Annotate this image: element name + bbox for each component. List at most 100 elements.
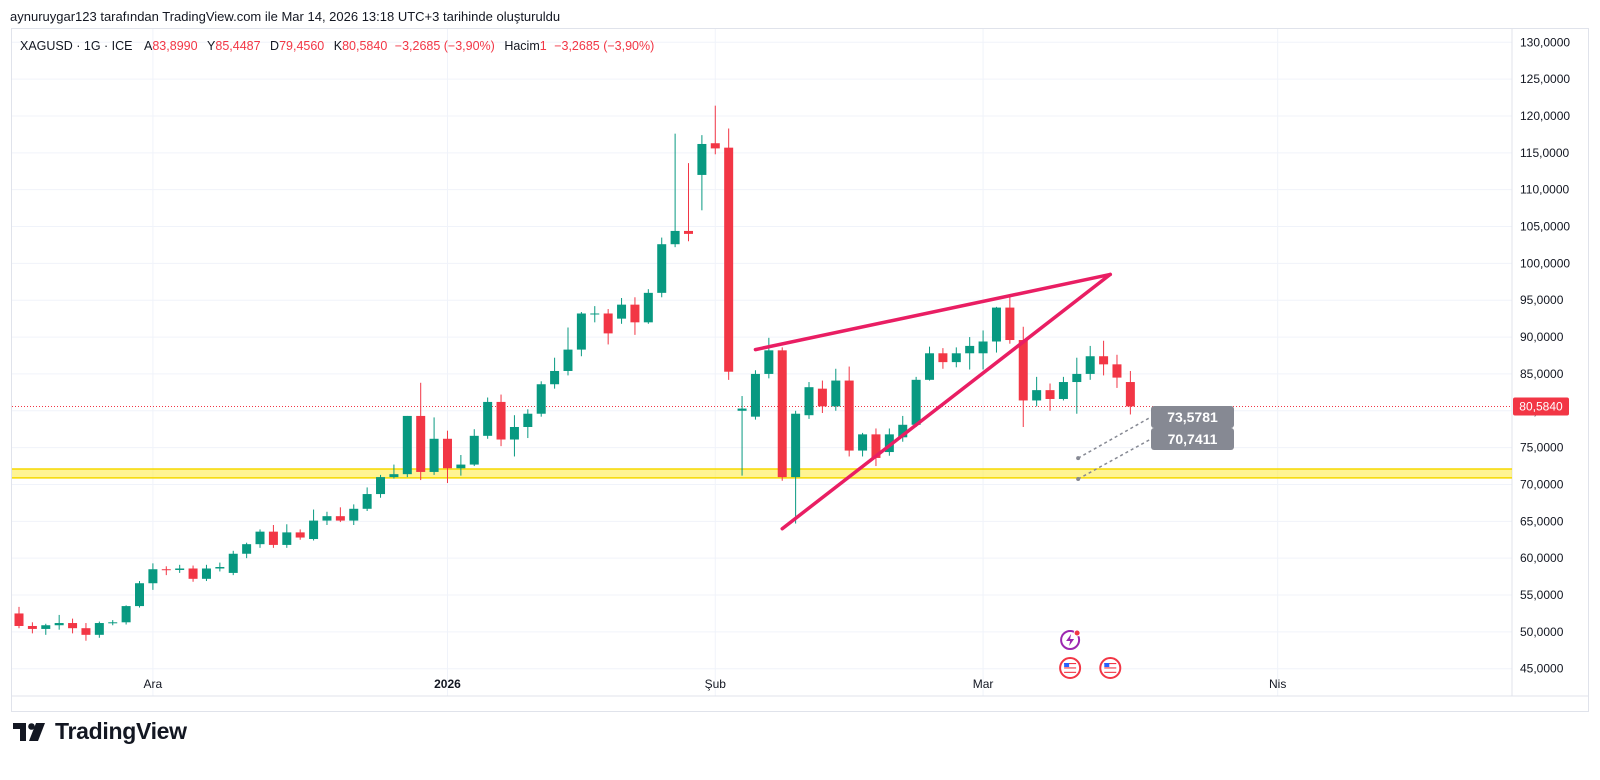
candle-body xyxy=(777,350,787,478)
time-tick-label: Mar xyxy=(973,677,994,691)
candle-body xyxy=(1085,356,1095,374)
candle-body xyxy=(858,434,868,451)
candle-body xyxy=(175,568,185,570)
candle-body xyxy=(991,307,1001,342)
candle-body xyxy=(978,341,988,354)
flag-stripe xyxy=(1064,665,1077,667)
price-label-anchor xyxy=(1076,456,1081,461)
candle-body xyxy=(965,345,975,354)
price-tick-label: 110,0000 xyxy=(1520,183,1569,197)
candle-body xyxy=(335,516,345,521)
candle xyxy=(536,381,546,417)
price-tick-label: 90,0000 xyxy=(1520,330,1564,344)
candle xyxy=(335,507,345,523)
candle-body xyxy=(161,569,171,571)
candle xyxy=(831,368,841,411)
candle-body xyxy=(737,408,747,411)
legend-low-value: 79,4560 xyxy=(279,39,325,53)
price-tick-label: 115,0000 xyxy=(1520,146,1569,160)
legend-symbol[interactable]: XAGUSD · 1G · ICE xyxy=(20,39,133,53)
flag-stripe xyxy=(1104,667,1117,669)
candle-body xyxy=(1005,307,1015,341)
candle-body xyxy=(898,424,908,438)
candle xyxy=(630,297,640,335)
candle xyxy=(201,564,211,582)
price-labels-layer: 73,5781 70,7411 xyxy=(1076,406,1234,482)
candle xyxy=(1099,340,1109,376)
symbol-legend[interactable]: XAGUSD · 1G · ICE A83,8990 Y85,4487 D79,… xyxy=(20,39,654,53)
candle xyxy=(991,306,1001,353)
candle-body xyxy=(884,434,894,453)
candle xyxy=(108,620,118,626)
candle-body xyxy=(1058,382,1068,399)
candle xyxy=(81,623,91,641)
candle-body xyxy=(429,438,439,472)
candle xyxy=(817,380,827,413)
candle xyxy=(68,618,78,634)
candle xyxy=(242,542,252,559)
candle xyxy=(1058,376,1068,401)
candle-body xyxy=(376,477,386,495)
pattern-lines-layer xyxy=(753,272,1113,531)
candle xyxy=(1112,354,1122,388)
candle xyxy=(27,622,37,634)
candle xyxy=(590,306,600,323)
candle xyxy=(576,312,586,357)
candle-body xyxy=(282,532,292,545)
price-label-text: 73,5781 xyxy=(1167,409,1218,425)
price-tick-label: 125,0000 xyxy=(1520,72,1570,86)
candle-body xyxy=(268,531,278,545)
candle-body xyxy=(362,494,372,509)
candle-body xyxy=(925,353,935,380)
us-flag-event-icon xyxy=(1059,657,1082,679)
grid-lines xyxy=(12,29,1512,696)
time-tick-label: Şub xyxy=(705,677,727,691)
candle-body xyxy=(81,628,91,635)
candle xyxy=(871,428,881,467)
candle xyxy=(657,237,667,298)
candle-body xyxy=(14,613,24,626)
candle xyxy=(349,504,359,526)
rising-wedge-trendline xyxy=(753,272,1113,352)
candle xyxy=(951,347,961,368)
chart-frame[interactable] xyxy=(11,28,1589,712)
candle xyxy=(1005,294,1015,344)
candle xyxy=(1032,376,1042,407)
price-tick-label: 55,0000 xyxy=(1520,588,1564,602)
time-tick-label: Nis xyxy=(1269,677,1286,691)
candle xyxy=(978,330,988,370)
candle-body xyxy=(724,147,734,372)
candle xyxy=(938,348,948,369)
candle xyxy=(509,415,519,457)
candle-body xyxy=(1125,382,1135,407)
candle xyxy=(255,529,265,548)
candle-body xyxy=(389,474,399,478)
tradingview-brand[interactable]: TradingView xyxy=(13,718,187,745)
candle xyxy=(161,566,171,576)
candle xyxy=(750,370,760,420)
legend-high-label: Y xyxy=(207,39,216,53)
price-tick-label: 120,0000 xyxy=(1520,109,1570,123)
price-label-anchor xyxy=(1076,477,1081,482)
candle xyxy=(268,525,278,548)
candle-body xyxy=(697,143,707,175)
candle xyxy=(965,337,975,370)
legend-open-value: 83,8990 xyxy=(152,39,198,53)
event-dot xyxy=(1073,629,1081,637)
candle xyxy=(376,474,386,498)
candle-body xyxy=(309,520,319,540)
legend-high-value: 85,4487 xyxy=(215,39,261,53)
candle-body xyxy=(684,230,693,234)
candle-body xyxy=(563,349,573,371)
candle-body xyxy=(509,426,519,440)
events-layer xyxy=(1059,629,1122,679)
candle-body xyxy=(94,623,104,635)
candle xyxy=(804,382,814,419)
price-tick-label: 85,0000 xyxy=(1520,367,1564,381)
candle xyxy=(1072,357,1082,414)
candle-body xyxy=(483,401,493,436)
candle xyxy=(550,357,560,389)
candle-body xyxy=(831,380,841,407)
candle xyxy=(1045,383,1055,411)
